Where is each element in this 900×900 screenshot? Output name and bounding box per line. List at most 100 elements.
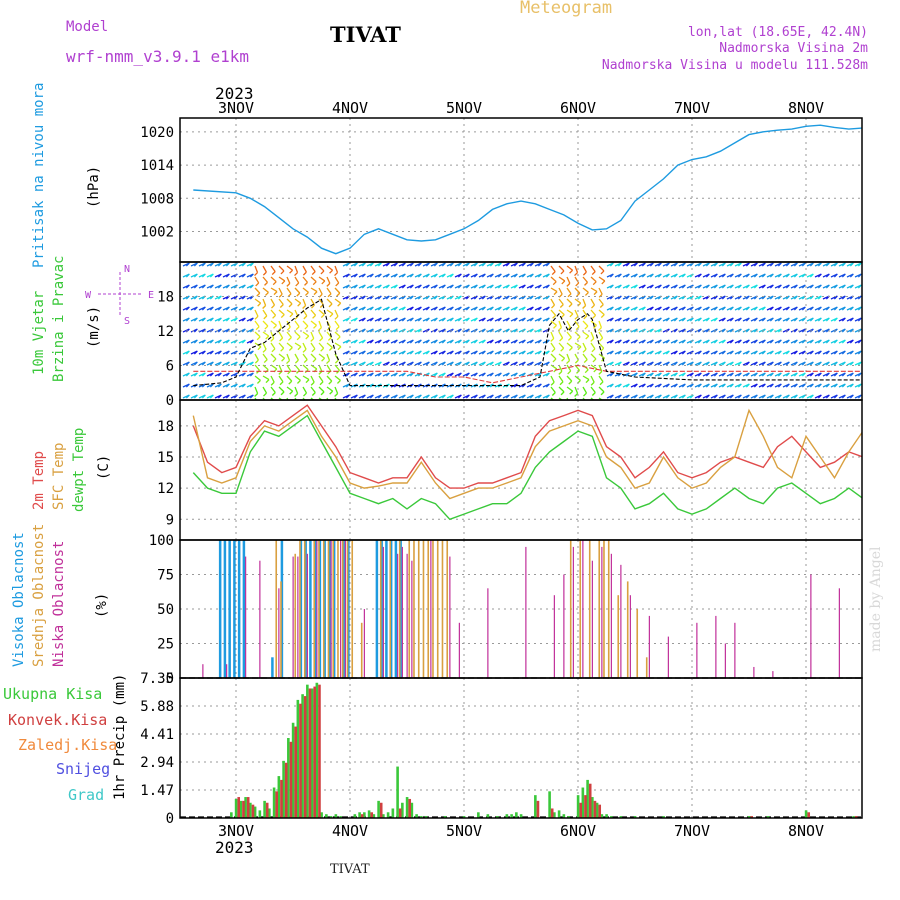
precip-ylabel: 1hr Precip (mm) [112,674,128,800]
low-cloud-bar [896,657,897,678]
precip-total-bar [562,814,566,818]
high-cloud-bar [313,540,317,678]
precip-total-bar [320,812,323,818]
precip-total-bar [605,814,608,818]
low-cloud-bar [525,546,527,678]
low-cloud-bar [487,588,489,678]
precip-total-bar [519,814,523,818]
precip-conv-bar [299,703,302,818]
precip-conv-bar [289,741,293,818]
precip-conv-bar [750,816,754,818]
precip-total-bar [443,816,447,818]
precip-total-bar [253,806,257,818]
y-tick-label: 100 [149,533,174,549]
precip-total-bar [477,812,480,818]
precip-total-bar [766,816,770,818]
high-cloud-bar [223,540,227,678]
low-cloud-bar [553,595,555,678]
precip-series-1 [237,684,858,818]
mid-cloud-bar [389,540,392,678]
precip-total-bar [486,814,490,818]
precip-conv-bar [536,800,540,818]
precip-conv-bar [242,800,245,818]
dewpt-ylabel: dewpt Temp [71,428,87,512]
precip-conv-bar [579,802,583,818]
precip-total-bar [282,760,285,818]
precip-total-bar [595,802,599,818]
mid-cloud-bar [303,540,306,678]
high-cloud-ylabel: Visoka Oblacnost [11,532,27,667]
precip-total-bar [291,722,295,818]
low-cloud-bar [297,556,299,678]
precip-total-bar [415,814,418,818]
precip-conv-bar [807,812,811,818]
high-cloud-bar [304,540,307,678]
high-cloud-bar [342,540,345,678]
year-top: 2023 [215,84,254,103]
sfc-temp-line [192,408,862,500]
mid-cloud-bar [408,540,411,678]
precip-conv-bar [251,804,255,818]
precip-total-bar [339,816,342,818]
precip-total-bar [510,814,513,818]
high-cloud-bar [380,540,383,678]
high-cloud-bar [394,540,398,678]
low-cloud-bar [772,671,774,678]
precip-total-bar [619,816,623,818]
high-cloud-bar [347,540,350,678]
y-tick-label: 75 [157,568,174,584]
precip-total-bar [239,800,243,818]
y-tick-label: 18 [157,419,174,435]
precip-conv-bar [284,762,288,818]
precip-total-bar [396,766,399,818]
panel-2-grid: 9 12 15 18 [157,400,862,540]
precip-conv-bar [265,802,269,818]
precip-total-bar [287,738,290,818]
precip-conv-bar [303,696,307,818]
low-cloud-bar [458,622,460,678]
high-cloud-bar [318,540,322,678]
compass-s: S [124,316,130,327]
mid-cloud-bar [332,540,335,678]
precip-total-bar [576,795,580,818]
low-cloud-bar [411,560,413,678]
day-label-bottom: 7NOV [674,822,710,840]
mid-cloud-bar [327,540,330,678]
low-cloud-bar [620,564,622,678]
year-bottom: 2023 [215,838,254,857]
precip-conv-bar [370,812,374,818]
y-tick-label: 1002 [140,225,174,241]
mid-cloud-bar [275,540,278,678]
mid-cloud-bar [322,540,325,678]
high-cloud-bar [233,540,236,678]
low-cloud-bar [330,540,332,678]
pressure-line [193,124,862,255]
temp-2m-line [192,404,862,489]
dewpt-line [192,414,862,521]
mid-cloud-bar [337,540,339,678]
precip-total-bar [581,787,585,818]
low-cloud-bar [363,609,365,678]
high-cloud-bar [237,540,241,678]
precip-total-bar [610,816,613,818]
precip-total-bar [567,816,570,818]
mid-cloud-bar [446,540,449,678]
mid-cloud-bar [645,657,648,678]
precip-total-bar [386,812,390,818]
high-cloud-bar [889,540,892,678]
low-cloud-bar [382,546,384,678]
precip-total-bar [334,814,338,818]
precip-total-bar [268,808,271,818]
y-tick-label: 15 [157,450,174,466]
station-title: TIVAT [330,22,401,47]
high-cloud-bar [299,540,303,678]
y-tick-label: 18 [157,290,174,306]
low-cloud-bar [601,546,603,678]
precip-conv-bar [598,804,602,818]
low-cloud-bar [886,671,887,678]
low-cloud-bar [629,595,631,678]
cloud-series-1 [275,540,648,678]
low-cloud-bar [667,636,669,678]
model-altitude-label: Nadmorska Visina u modelu 111.528m [601,58,868,73]
precip-total-bar [315,682,319,818]
